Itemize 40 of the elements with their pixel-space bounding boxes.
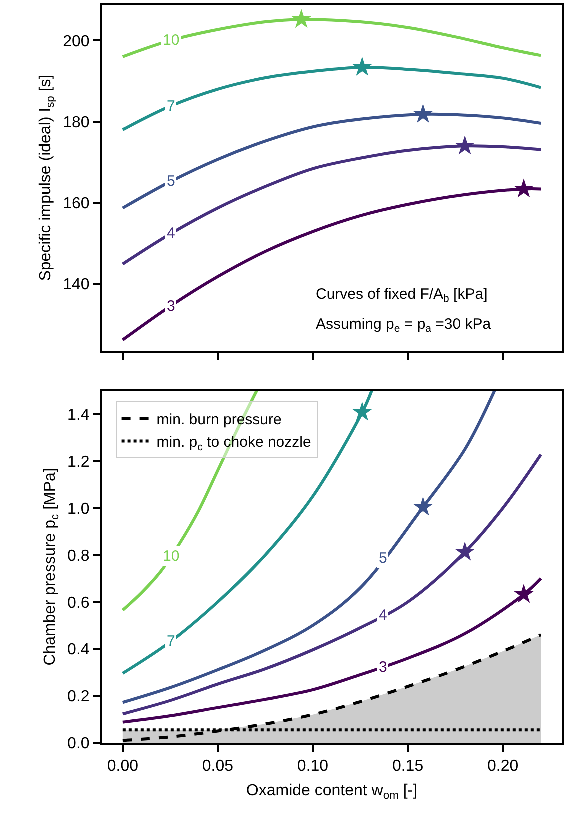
line-series [121, 390, 496, 704]
legend-label: min. burn pressure [156, 412, 282, 429]
line-series [121, 453, 543, 716]
series-label: 3 [379, 659, 388, 676]
annotation: Curves of fixed F/A$_{b}$ [kPa] [316, 286, 488, 306]
point [352, 402, 372, 422]
legend-label: min. p$_{c}$ to choke nozzle [156, 434, 312, 454]
y-tick-label: 1.4 [68, 407, 90, 424]
series-label: 10 [163, 32, 180, 49]
y-tick-label: 0.6 [68, 594, 90, 612]
x-tick-label: 0.20 [488, 758, 519, 776]
line-series [121, 390, 374, 676]
annotation: Assuming p$_{e}$ = p$_{a}$ =30 kPa [316, 316, 492, 336]
point [455, 542, 476, 561]
x-tick-label: 0.10 [297, 758, 329, 776]
y-tick-label: 0.4 [68, 642, 90, 659]
y-tick-label: 0.8 [68, 548, 90, 565]
point [292, 9, 312, 28]
point [352, 56, 372, 76]
y-tick-label: 1.0 [68, 500, 90, 518]
y-tick-label: 1.2 [68, 454, 90, 471]
y-tick-label: 200 [63, 33, 90, 50]
y-tick-label: 140 [63, 276, 90, 294]
point [455, 136, 476, 155]
series-label: 10 [163, 548, 180, 565]
point [514, 584, 534, 604]
line-series [121, 577, 543, 724]
x-tick-label: 0.15 [392, 758, 424, 776]
series-label: 4 [379, 607, 388, 624]
x-tick-label: 0.05 [202, 758, 234, 776]
point [514, 178, 534, 198]
series-label: 5 [379, 550, 388, 567]
x-tick-label: 0.00 [107, 758, 139, 776]
point [413, 496, 434, 516]
y-tick-label: 180 [63, 114, 90, 132]
y-tick-label: 0.0 [68, 736, 90, 753]
x-axis-title: Oxamide content w$_{om}$ [-] [246, 782, 418, 802]
y-tick-label: 160 [63, 196, 90, 213]
y-tick-label: 0.2 [68, 688, 90, 706]
point [413, 104, 434, 124]
